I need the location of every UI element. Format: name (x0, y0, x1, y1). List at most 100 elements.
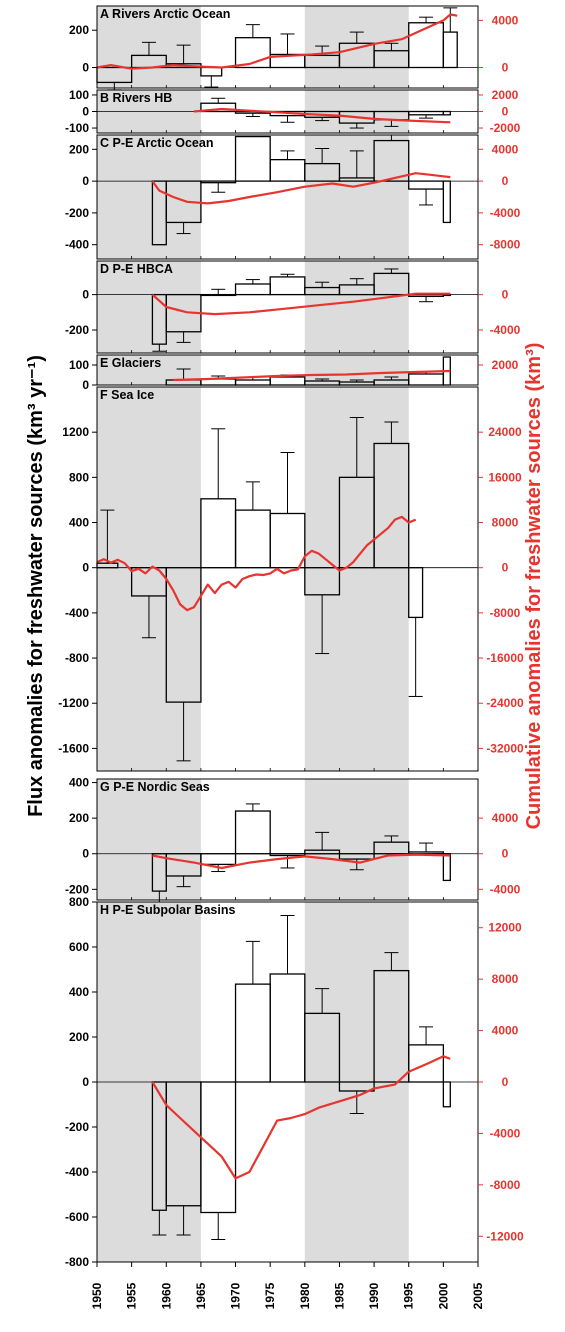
right-tick-label: -32000 (486, 741, 524, 755)
panel-e: 0 100 2000 E Glaciers (69, 354, 519, 392)
panel-frame (96, 386, 479, 772)
right-tick-label: 2000 (492, 88, 519, 102)
right-tick-label: -4000 (490, 1126, 521, 1140)
bar (304, 849, 341, 855)
bar (200, 1081, 237, 1214)
left-tick-label: -200 (65, 1120, 89, 1134)
bar (408, 22, 445, 69)
bar (151, 853, 167, 892)
bar (304, 1012, 341, 1083)
shade-band (97, 135, 201, 259)
bar (442, 1081, 451, 1108)
x-tick-label: 1970 (229, 1282, 243, 1309)
left-tick-label: -400 (65, 606, 89, 620)
bar (200, 66, 223, 77)
bar (269, 512, 306, 569)
right-tick-label: -4000 (490, 882, 521, 896)
bar (373, 442, 410, 569)
right-tick-label: 24000 (488, 425, 522, 439)
panel-title: G P-E Nordic Seas (100, 780, 210, 794)
left-tick-label: -200 (65, 323, 89, 337)
bar (234, 283, 271, 296)
bar (269, 376, 306, 386)
bar (234, 135, 271, 182)
cumulative-line (173, 369, 451, 382)
left-tick-label: 200 (69, 811, 89, 825)
x-tick-label: 1955 (125, 1282, 139, 1309)
shade-band (97, 779, 201, 900)
bar (200, 498, 237, 569)
cumulative-line (151, 1055, 451, 1180)
right-tick-label: -12000 (486, 1229, 524, 1243)
left-tick-label: -200 (65, 882, 89, 896)
left-tick-label: -600 (65, 1210, 89, 1224)
bar (304, 54, 341, 69)
panel-title: C P-E Arctic Ocean (100, 136, 213, 150)
bar (338, 853, 375, 860)
left-tick-label: 0 (82, 561, 89, 575)
left-tick-label: 0 (82, 105, 89, 119)
panel-title: F Sea Ice (100, 388, 154, 402)
bar (408, 851, 445, 855)
panel-frame (96, 354, 479, 386)
panel-g: -200 0 200 400 -4000 0 4000 G P-E Nordic Seas (65, 776, 521, 906)
right-tick-label: 4000 (492, 811, 519, 825)
panel-title: D P-E HBCA (100, 262, 173, 276)
bar (234, 509, 271, 569)
right-tick-label: 8000 (492, 516, 519, 530)
bar (304, 162, 341, 182)
right-tick-label: 12000 (488, 921, 522, 935)
left-tick-label: 0 (82, 378, 89, 392)
x-tick-label: 1990 (367, 1282, 381, 1309)
left-axis-title: Flux anomalies for freshwater sources (k… (25, 355, 47, 817)
left-tick-label: -400 (65, 238, 89, 252)
panel-frame (96, 5, 479, 89)
x-tick-label: 1950 (90, 1282, 104, 1309)
x-tick-label: 1995 (402, 1282, 416, 1309)
bar (269, 276, 306, 296)
left-tick-label: 400 (69, 776, 89, 790)
left-tick-label: -100 (65, 121, 89, 135)
bar (442, 853, 451, 882)
bar (373, 969, 410, 1083)
bar (200, 853, 237, 866)
bar (373, 50, 410, 69)
bar (269, 158, 306, 182)
cumulative-line (193, 107, 451, 124)
left-tick-label: -1200 (58, 696, 89, 710)
bar (234, 983, 271, 1083)
panel-b: -100 0 100 -2000 0 2000 B Rivers HB (65, 88, 521, 135)
right-tick-label: 4000 (492, 1024, 519, 1038)
bar (338, 177, 375, 182)
x-tick-label: 2005 (471, 1282, 485, 1309)
right-axis-title: Cumulative anomalies for freshwater sour… (523, 343, 545, 830)
x-tick-label: 1985 (332, 1282, 346, 1309)
panel-title: A Rivers Arctic Ocean (100, 7, 230, 21)
bar (408, 180, 445, 190)
bar (442, 180, 451, 224)
panel-c: -400 -200 0 200 -8000 -4000 0 4000 C P-E Arctic … (65, 134, 521, 260)
panel-title: H P-E Subpolar Basins (100, 903, 235, 917)
panel-f: -1600 -1200 -800 -400 0 400 800 1200 -32000 -2400… (58, 386, 524, 772)
bar (373, 379, 410, 386)
bar (304, 567, 341, 596)
cumulative-line (151, 292, 451, 316)
bar (338, 476, 375, 569)
left-tick-label: -1600 (58, 741, 89, 755)
left-tick-label: 100 (69, 358, 89, 372)
cumulative-line (96, 13, 458, 70)
left-tick-label: 0 (82, 61, 89, 75)
left-tick-label: 200 (69, 142, 89, 156)
left-tick-label: 0 (82, 288, 89, 302)
left-tick-label: 100 (69, 88, 89, 102)
bar (338, 284, 375, 296)
panel-frame (96, 778, 479, 901)
left-tick-label: 0 (82, 174, 89, 188)
left-tick-label: 600 (69, 940, 89, 954)
bar (269, 973, 306, 1083)
bar (269, 853, 306, 857)
bar (165, 1081, 202, 1207)
bar (442, 31, 458, 69)
